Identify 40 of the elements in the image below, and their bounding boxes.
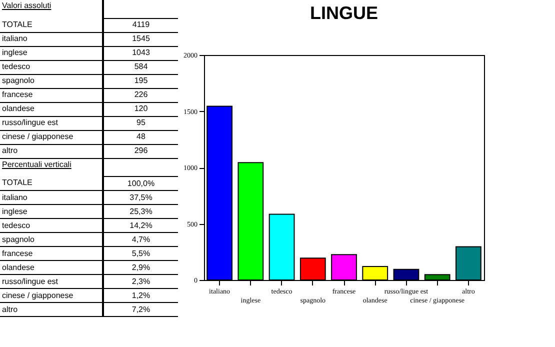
text: 195 xyxy=(103,74,178,88)
text: 584 xyxy=(103,60,178,74)
text: TOTALE xyxy=(0,176,103,190)
text: 120 xyxy=(103,102,178,116)
text: olandese xyxy=(0,260,103,274)
text: 48 xyxy=(103,130,178,144)
text: 100,0% xyxy=(103,176,178,190)
text: 4119 xyxy=(103,18,178,32)
text: francese xyxy=(0,246,103,260)
text: 1,2% xyxy=(103,288,178,302)
text: 95 xyxy=(103,116,178,130)
text: tedesco xyxy=(0,218,103,232)
text: russo/lingue est xyxy=(0,116,103,130)
text: spagnolo xyxy=(0,74,103,88)
text: 5,5% xyxy=(103,246,178,260)
text: cinese / giapponese xyxy=(0,130,103,144)
text: 226 xyxy=(103,88,178,102)
text: 14,2% xyxy=(103,218,178,232)
text: 296 xyxy=(103,144,178,158)
text: TOTALE xyxy=(0,18,103,32)
text: Valori assoluti xyxy=(1,0,52,12)
text: 4,7% xyxy=(103,232,178,246)
text: 37,5% xyxy=(103,190,178,204)
text: 1545 xyxy=(103,32,178,46)
text: tedesco xyxy=(0,60,103,74)
text: 2,3% xyxy=(103,274,178,288)
text: inglese xyxy=(0,204,103,218)
chart-title: LINGUE xyxy=(310,3,378,23)
text: 1043 xyxy=(103,46,178,60)
text: inglese xyxy=(0,46,103,60)
text: Percentuali verticali xyxy=(1,158,72,170)
text: italiano xyxy=(0,190,103,204)
text: 7,2% xyxy=(103,302,178,316)
text: 25,3% xyxy=(103,204,178,218)
text: francese xyxy=(0,88,103,102)
text: altro xyxy=(0,144,103,158)
text: 2,9% xyxy=(103,260,178,274)
text: olandese xyxy=(0,102,103,116)
text: spagnolo xyxy=(0,232,103,246)
text: italiano xyxy=(0,32,103,46)
